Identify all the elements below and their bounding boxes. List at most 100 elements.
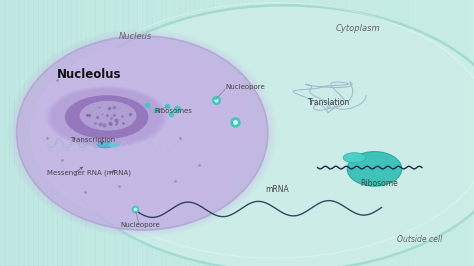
Bar (403, 0, 409, 266)
Bar (346, 0, 352, 266)
Bar (242, 0, 247, 266)
Bar (9, 0, 15, 266)
Bar (43, 0, 48, 266)
Bar (351, 0, 356, 266)
Bar (5, 0, 10, 266)
Ellipse shape (347, 152, 402, 186)
Bar (123, 0, 129, 266)
Bar (370, 0, 375, 266)
Bar (185, 0, 191, 266)
Text: Ribosome: Ribosome (360, 179, 398, 188)
Ellipse shape (14, 34, 270, 232)
Bar (28, 0, 34, 266)
Bar (57, 0, 63, 266)
Bar (100, 0, 105, 266)
Bar (455, 0, 461, 266)
Bar (71, 0, 77, 266)
Ellipse shape (17, 36, 268, 230)
Bar (469, 0, 474, 266)
Bar (52, 0, 58, 266)
Bar (118, 0, 124, 266)
Bar (450, 0, 456, 266)
Ellipse shape (52, 89, 161, 145)
Ellipse shape (48, 87, 165, 147)
Ellipse shape (12, 32, 273, 234)
Bar (33, 0, 39, 266)
Bar (417, 0, 423, 266)
Bar (427, 0, 432, 266)
Bar (171, 0, 176, 266)
Ellipse shape (98, 142, 113, 148)
Bar (270, 0, 276, 266)
Bar (237, 0, 243, 266)
Text: Nucleus: Nucleus (118, 32, 152, 41)
Bar (408, 0, 413, 266)
Bar (284, 0, 290, 266)
Bar (152, 0, 157, 266)
Bar (190, 0, 195, 266)
Bar (137, 0, 143, 266)
Bar (265, 0, 271, 266)
Ellipse shape (46, 86, 167, 148)
Bar (66, 0, 72, 266)
Bar (280, 0, 285, 266)
Text: Ribosomes: Ribosomes (154, 108, 192, 114)
Bar (365, 0, 371, 266)
Bar (374, 0, 380, 266)
Bar (47, 0, 53, 266)
Bar (294, 0, 300, 266)
Bar (412, 0, 418, 266)
Bar (232, 0, 238, 266)
Ellipse shape (343, 153, 366, 163)
Text: Cytoplasm: Cytoplasm (336, 24, 380, 33)
Bar (19, 0, 25, 266)
Bar (142, 0, 148, 266)
Bar (14, 0, 20, 266)
Ellipse shape (65, 95, 148, 139)
Bar (76, 0, 82, 266)
Bar (337, 0, 342, 266)
Bar (289, 0, 295, 266)
Text: Outside cell: Outside cell (397, 235, 442, 244)
Bar (299, 0, 304, 266)
Bar (431, 0, 437, 266)
Ellipse shape (10, 31, 274, 235)
Bar (133, 0, 138, 266)
Bar (147, 0, 153, 266)
Bar (308, 0, 314, 266)
Bar (313, 0, 319, 266)
Ellipse shape (109, 143, 119, 147)
Bar (251, 0, 257, 266)
Bar (318, 0, 323, 266)
Bar (441, 0, 447, 266)
Bar (360, 0, 366, 266)
Bar (332, 0, 337, 266)
Bar (199, 0, 205, 266)
Ellipse shape (17, 36, 268, 230)
Bar (275, 0, 281, 266)
Ellipse shape (31, 45, 254, 221)
Ellipse shape (80, 101, 137, 131)
Bar (356, 0, 361, 266)
Bar (422, 0, 428, 266)
Bar (90, 0, 96, 266)
Bar (436, 0, 442, 266)
Ellipse shape (51, 88, 163, 146)
Bar (161, 0, 167, 266)
Bar (38, 0, 44, 266)
Bar (393, 0, 399, 266)
Text: Translation: Translation (308, 98, 351, 107)
Bar (180, 0, 186, 266)
Bar (194, 0, 200, 266)
Text: Messenger RNA (mRNA): Messenger RNA (mRNA) (47, 169, 131, 176)
Ellipse shape (8, 29, 277, 237)
Bar (209, 0, 214, 266)
Bar (465, 0, 470, 266)
Bar (156, 0, 162, 266)
Bar (62, 0, 67, 266)
Bar (327, 0, 333, 266)
Text: Transcription: Transcription (70, 137, 115, 143)
Text: mRNA: mRNA (265, 185, 289, 194)
Bar (114, 0, 119, 266)
Bar (398, 0, 404, 266)
